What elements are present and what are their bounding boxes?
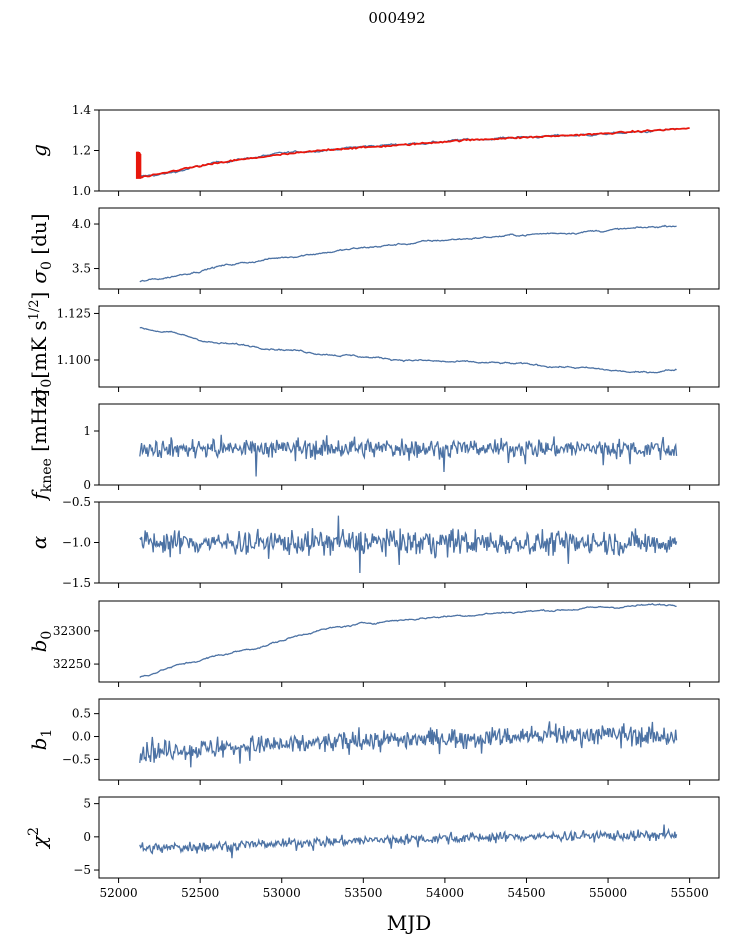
x-tick-label: 54000 [426, 886, 464, 900]
y-tick-label-g: 1.0 [72, 184, 91, 198]
panel-g: 1.0 1.2 1.4 g [27, 103, 720, 198]
panel-fknee-data [139, 434, 678, 477]
x-tick-label: 52500 [181, 886, 219, 900]
y-axis-label-chi2: χ2 [26, 827, 51, 850]
y-tick-label-fknee: 0 [83, 478, 91, 492]
y-tick-label-chi2: 0 [83, 830, 91, 844]
panel-b1: −0.5 0.0 0.5 b1 [27, 698, 720, 785]
y-tick-label-g: 1.2 [72, 144, 91, 158]
y-tick-label-alpha: −1.0 [62, 536, 91, 550]
y-tick-label-g: 1.4 [72, 103, 91, 117]
y-tick-label-chi2: 5 [83, 797, 91, 811]
y-tick-label-b1: 0.0 [72, 730, 91, 744]
panel-frame-chi2 [98, 796, 720, 879]
series-line-b0 [139, 602, 677, 679]
y-axis-label-b0: b0 [27, 631, 55, 653]
series-line-fknee [139, 434, 678, 477]
series-line-sigma0_du [139, 224, 677, 283]
panel-frame-b0 [98, 600, 720, 683]
x-tick-label: 55000 [589, 886, 627, 900]
panel-sigma0_mk-data [139, 326, 677, 374]
panel-chi2-data [139, 824, 678, 859]
y-tick-label-b1: 0.5 [72, 707, 91, 721]
panel-fknee: 0 1 fknee [mHz] [27, 389, 720, 502]
y-tick-label-b0: 32300 [53, 624, 91, 638]
y-tick-label-alpha: −1.5 [62, 576, 91, 590]
panel-g-data [135, 127, 690, 179]
panel-frame-fknee [98, 403, 720, 486]
series-line-g [139, 127, 677, 178]
y-axis-label-alpha: α [27, 535, 51, 549]
series-line-alpha [139, 515, 678, 573]
y-axis-label-b1: b1 [27, 729, 55, 751]
chart-title: 000492 [368, 9, 425, 27]
panel-frame-sigma0_mk [98, 305, 720, 388]
y-tick-label-fknee: 1 [83, 424, 91, 438]
y-axis-label-g: g [27, 144, 51, 157]
x-axis-label: MJD [387, 911, 432, 935]
panel-b1-data [139, 721, 678, 768]
panel-chi2: −5 0 5 52000 52500 53000 53500 54000 54500 55000 5… [26, 796, 720, 900]
panel-sigma0_du: 3.5 4.0 σ0 [du] [27, 207, 720, 294]
panel-b0-data [139, 602, 677, 679]
y-tick-label-alpha: −0.5 [62, 495, 91, 509]
x-tick-label: 55500 [671, 886, 709, 900]
y-tick-label-sigma0_mk: 1.125 [57, 306, 91, 320]
panel-frame-b1 [98, 698, 720, 781]
y-tick-label-sigma0_du: 4.0 [72, 217, 91, 231]
y-axis-label-fknee: fknee [mHz] [27, 389, 55, 501]
y-tick-label-chi2: −5 [73, 863, 91, 877]
panel-alpha-data [139, 515, 678, 573]
panel-alpha: −1.5 −1.0 −0.5 α [27, 495, 720, 590]
x-tick-label: 52000 [99, 886, 137, 900]
y-axis-label-sigma0_mk: σ0[mK s1/2] [27, 292, 55, 402]
series-line-b1 [139, 721, 678, 768]
y-tick-label-sigma0_mk: 1.100 [57, 353, 91, 367]
x-tick-label: 53000 [263, 886, 301, 900]
fit-spike-g [135, 151, 142, 179]
x-tick-label: 53500 [344, 886, 382, 900]
panel-sigma0_du-data [139, 224, 677, 283]
x-tick-label: 54500 [507, 886, 545, 900]
y-axis-label-sigma0_du: σ0 [du] [27, 213, 55, 283]
y-tick-label-b0: 32250 [53, 657, 91, 671]
series-line-chi2 [139, 824, 678, 859]
y-tick-label-sigma0_du: 3.5 [72, 262, 91, 276]
fit-line-g [136, 127, 690, 179]
panel-frame-sigma0_du [98, 207, 720, 290]
y-tick-label-b1: −0.5 [62, 752, 91, 766]
panel-frame-g [98, 109, 720, 192]
series-line-sigma0_mk [139, 326, 677, 374]
